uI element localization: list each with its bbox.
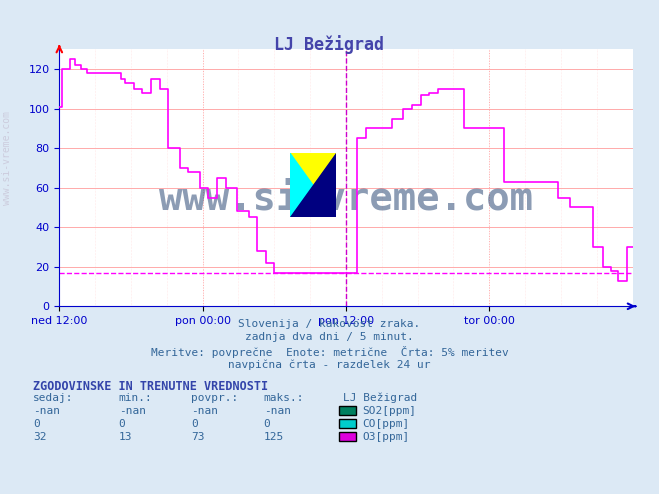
- Text: 0: 0: [191, 419, 198, 429]
- Polygon shape: [290, 153, 336, 217]
- Text: 0: 0: [119, 419, 125, 429]
- Text: 0: 0: [264, 419, 270, 429]
- Text: ZGODOVINSKE IN TRENUTNE VREDNOSTI: ZGODOVINSKE IN TRENUTNE VREDNOSTI: [33, 380, 268, 393]
- Text: O3[ppm]: O3[ppm]: [362, 432, 410, 442]
- Text: LJ Bežigrad: LJ Bežigrad: [343, 393, 417, 403]
- Text: LJ Bežigrad: LJ Bežigrad: [275, 35, 384, 53]
- Text: sedaj:: sedaj:: [33, 393, 73, 403]
- Text: navpična črta - razdelek 24 ur: navpična črta - razdelek 24 ur: [228, 360, 431, 370]
- Text: povpr.:: povpr.:: [191, 393, 239, 403]
- Text: www.si-vreme.com: www.si-vreme.com: [1, 111, 12, 205]
- Text: 0: 0: [33, 419, 40, 429]
- Text: 13: 13: [119, 432, 132, 442]
- Text: Meritve: povprečne  Enote: metrične  Črta: 5% meritev: Meritve: povprečne Enote: metrične Črta:…: [151, 346, 508, 358]
- Text: CO[ppm]: CO[ppm]: [362, 419, 410, 429]
- Text: 73: 73: [191, 432, 204, 442]
- Text: 125: 125: [264, 432, 284, 442]
- Text: min.:: min.:: [119, 393, 152, 403]
- Text: zadnja dva dni / 5 minut.: zadnja dva dni / 5 minut.: [245, 332, 414, 342]
- Text: -nan: -nan: [264, 406, 291, 416]
- Text: 32: 32: [33, 432, 46, 442]
- Text: -nan: -nan: [33, 406, 60, 416]
- Text: SO2[ppm]: SO2[ppm]: [362, 406, 416, 416]
- Text: maks.:: maks.:: [264, 393, 304, 403]
- Text: www.si-vreme.com: www.si-vreme.com: [159, 179, 533, 217]
- Text: -nan: -nan: [191, 406, 218, 416]
- Text: -nan: -nan: [119, 406, 146, 416]
- Polygon shape: [290, 153, 336, 217]
- Polygon shape: [290, 153, 336, 217]
- Text: Slovenija / kakovost zraka.: Slovenija / kakovost zraka.: [239, 319, 420, 329]
